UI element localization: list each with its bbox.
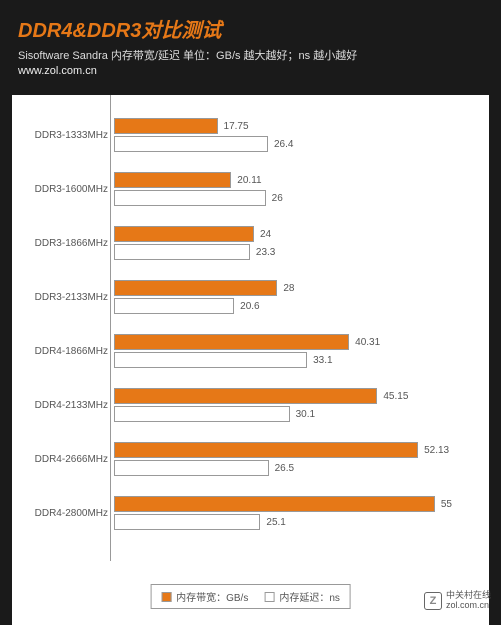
bar <box>114 244 250 260</box>
legend-label-bandwidth: 内存带宽：GB/s <box>176 589 248 604</box>
bar-wrap: 25.1 <box>114 513 479 531</box>
bar <box>114 496 435 512</box>
bar-wrap: 20.6 <box>114 297 479 315</box>
bar-group: 52.13 26.5 <box>114 441 479 477</box>
bar-value-label: 25.1 <box>266 517 285 528</box>
bar-group: 55 25.1 <box>114 495 479 531</box>
bar <box>114 136 268 152</box>
category-label: DDR4-2666MHz <box>22 454 114 465</box>
bar-wrap: 26.5 <box>114 459 479 477</box>
bar-value-label: 20.11 <box>237 175 261 186</box>
chart-header: DDR4&DDR3对比测试 Sisoftware Sandra 内存带宽/延迟 … <box>0 0 501 85</box>
bar-wrap: 55 <box>114 495 479 513</box>
bar <box>114 190 266 206</box>
bar-wrap: 28 <box>114 279 479 297</box>
category-row: DDR4-2800MHz 55 25.1 <box>22 495 479 531</box>
bar-group: 17.75 26.4 <box>114 117 479 153</box>
bar-wrap: 17.75 <box>114 117 479 135</box>
bar <box>114 280 277 296</box>
bar-value-label: 30.1 <box>296 409 315 420</box>
chart-subtitle: Sisoftware Sandra 内存带宽/延迟 单位：GB/s 越大越好；n… <box>18 47 483 63</box>
bar-wrap: 30.1 <box>114 405 479 423</box>
category-row: DDR4-2666MHz 52.13 26.5 <box>22 441 479 477</box>
chart-plot-area: DDR3-1333MHz 17.75 26.4 DDR3-1600MHz 20.11 26… <box>12 95 489 625</box>
bar-wrap: 40.31 <box>114 333 479 351</box>
legend-swatch-bandwidth <box>161 592 171 602</box>
category-label: DDR3-1333MHz <box>22 130 114 141</box>
legend-item-latency: 内存延迟：ns <box>264 589 340 604</box>
category-label: DDR4-1866MHz <box>22 346 114 357</box>
bar-wrap: 24 <box>114 225 479 243</box>
legend-label-latency: 内存延迟：ns <box>279 589 340 604</box>
bar-wrap: 26.4 <box>114 135 479 153</box>
bar-wrap: 26 <box>114 189 479 207</box>
bar-value-label: 40.31 <box>355 337 380 348</box>
bar <box>114 172 231 188</box>
category-label: DDR3-1866MHz <box>22 238 114 249</box>
bar-group: 20.11 26 <box>114 171 479 207</box>
bar-wrap: 52.13 <box>114 441 479 459</box>
category-row: DDR3-1333MHz 17.75 26.4 <box>22 117 479 153</box>
bar <box>114 118 218 134</box>
bar <box>114 442 418 458</box>
bar-value-label: 23.3 <box>256 247 275 258</box>
bar <box>114 226 254 242</box>
bar <box>114 406 290 422</box>
chart-categories: DDR3-1333MHz 17.75 26.4 DDR3-1600MHz 20.11 26… <box>22 117 479 531</box>
bar-value-label: 17.75 <box>224 121 249 132</box>
watermark-line2: zol.com.cn <box>446 601 491 611</box>
watermark-logo: Z <box>424 592 442 610</box>
bar <box>114 388 377 404</box>
bar <box>114 514 260 530</box>
bar-wrap: 23.3 <box>114 243 479 261</box>
bar-value-label: 45.15 <box>383 391 408 402</box>
bar-value-label: 33.1 <box>313 355 332 366</box>
category-row: DDR3-1866MHz 24 23.3 <box>22 225 479 261</box>
category-row: DDR3-1600MHz 20.11 26 <box>22 171 479 207</box>
bar-value-label: 55 <box>441 499 452 510</box>
bar-value-label: 20.6 <box>240 301 259 312</box>
category-label: DDR4-2133MHz <box>22 400 114 411</box>
chart-legend: 内存带宽：GB/s 内存延迟：ns <box>150 584 351 609</box>
category-label: DDR3-2133MHz <box>22 292 114 303</box>
legend-item-bandwidth: 内存带宽：GB/s <box>161 589 248 604</box>
category-label: DDR4-2800MHz <box>22 508 114 519</box>
category-row: DDR4-1866MHz 40.31 33.1 <box>22 333 479 369</box>
bar-value-label: 52.13 <box>424 445 449 456</box>
chart-title: DDR4&DDR3对比测试 <box>18 14 483 43</box>
category-label: DDR3-1600MHz <box>22 184 114 195</box>
bar-value-label: 24 <box>260 229 271 240</box>
bar-value-label: 26.4 <box>274 139 293 150</box>
bar-value-label: 28 <box>283 283 294 294</box>
bar <box>114 334 349 350</box>
category-row: DDR3-2133MHz 28 20.6 <box>22 279 479 315</box>
bar <box>114 460 269 476</box>
bar-wrap: 33.1 <box>114 351 479 369</box>
bar-value-label: 26 <box>272 193 283 204</box>
legend-swatch-latency <box>264 592 274 602</box>
bar-group: 24 23.3 <box>114 225 479 261</box>
bar-wrap: 45.15 <box>114 387 479 405</box>
watermark: Z 中关村在线 zol.com.cn <box>424 591 491 611</box>
bar <box>114 298 234 314</box>
watermark-text: 中关村在线 zol.com.cn <box>446 591 491 611</box>
bar-wrap: 20.11 <box>114 171 479 189</box>
chart-url: www.zol.com.cn <box>18 65 483 77</box>
bar-group: 40.31 33.1 <box>114 333 479 369</box>
category-row: DDR4-2133MHz 45.15 30.1 <box>22 387 479 423</box>
bar-group: 45.15 30.1 <box>114 387 479 423</box>
bar-group: 28 20.6 <box>114 279 479 315</box>
bar-value-label: 26.5 <box>275 463 294 474</box>
bar <box>114 352 307 368</box>
